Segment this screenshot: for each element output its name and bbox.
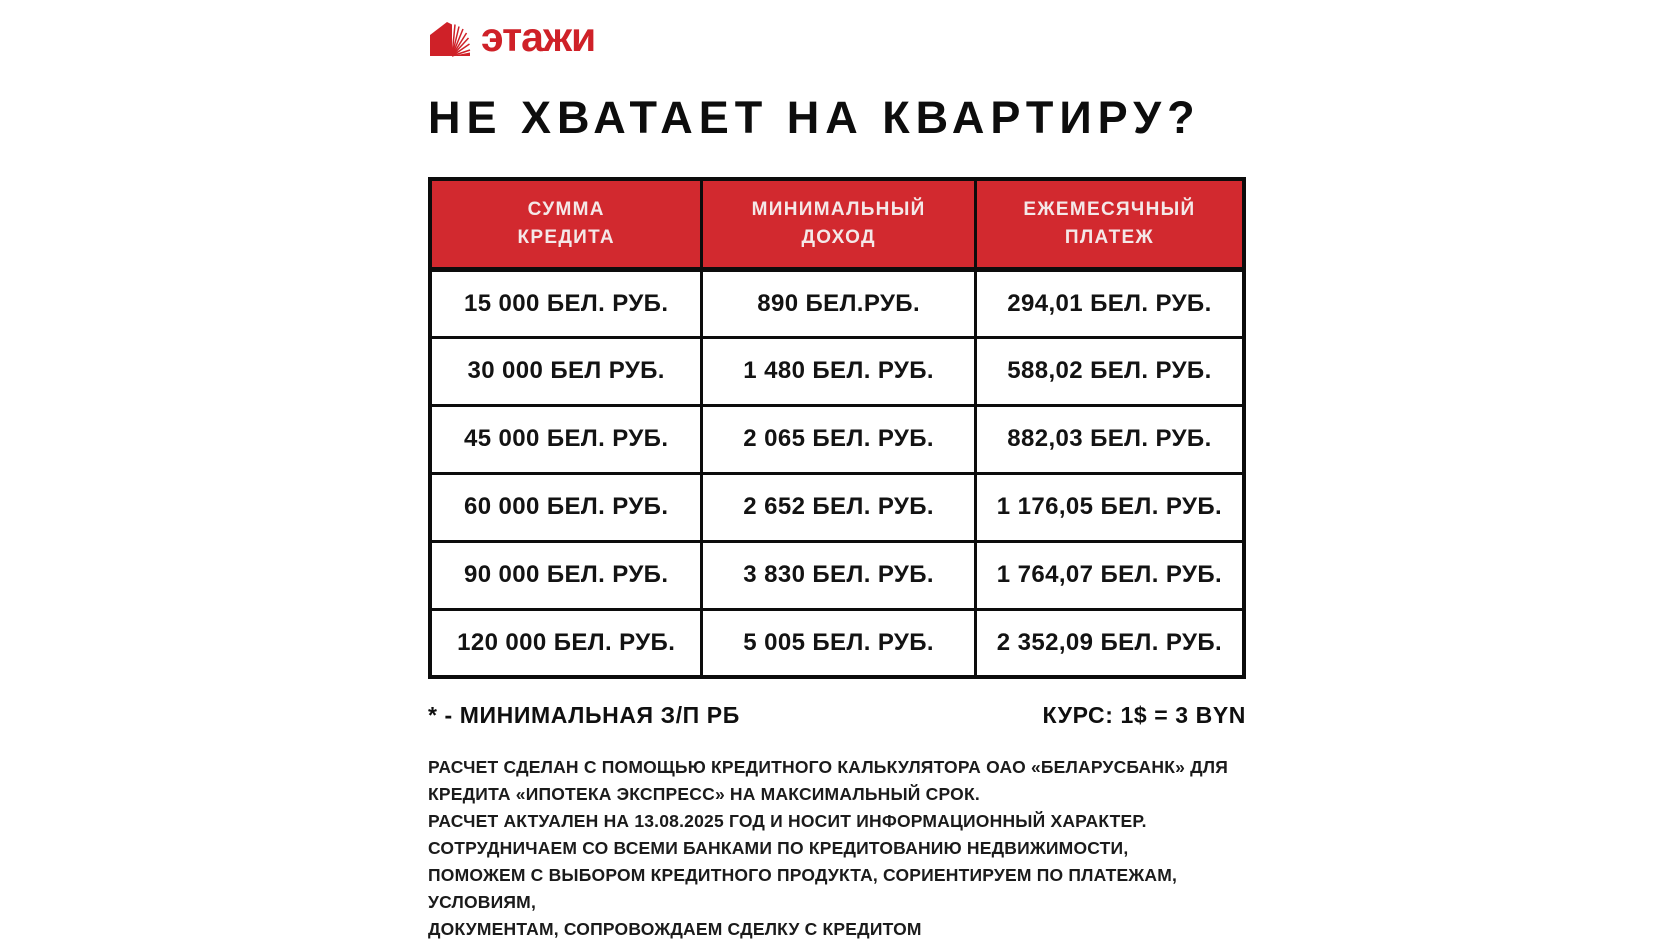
cell-monthly-payment: 1 176,05 БЕЛ. РУБ. bbox=[973, 471, 1246, 543]
page-title: НЕ ХВАТАЕТ НА КВАРТИРУ? bbox=[428, 92, 1201, 143]
cell-monthly-payment: 882,03 БЕЛ. РУБ. bbox=[973, 403, 1246, 475]
table-row: 30 000 БЕЛ РУБ. 1 480 БЕЛ. РУБ. 588,02 Б… bbox=[428, 335, 1246, 407]
header-min-income: МИНИМАЛЬНЫЙ ДОХОД bbox=[700, 177, 977, 272]
cell-min-income: 2 652 БЕЛ. РУБ. bbox=[700, 471, 977, 543]
disclaimer-text: РАСЧЕТ СДЕЛАН С ПОМОЩЬЮ КРЕДИТНОГО КАЛЬК… bbox=[428, 757, 1228, 939]
cell-credit-sum: 60 000 БЕЛ. РУБ. bbox=[428, 471, 704, 543]
cell-credit-sum: 90 000 БЕЛ. РУБ. bbox=[428, 539, 704, 611]
cell-credit-sum: 120 000 БЕЛ. РУБ. bbox=[428, 607, 704, 679]
table-row: 60 000 БЕЛ. РУБ. 2 652 БЕЛ. РУБ. 1 176,0… bbox=[428, 471, 1246, 543]
cell-min-income: 2 065 БЕЛ. РУБ. bbox=[700, 403, 977, 475]
infographic: этажи НЕ ХВАТАЕТ НА КВАРТИРУ? СУММА КРЕД… bbox=[428, 0, 1246, 943]
cell-credit-sum: 30 000 БЕЛ РУБ. bbox=[428, 335, 704, 407]
table-header-row: СУММА КРЕДИТА МИНИМАЛЬНЫЙ ДОХОД ЕЖЕМЕСЯЧ… bbox=[428, 177, 1246, 272]
table-row: 90 000 БЕЛ. РУБ. 3 830 БЕЛ. РУБ. 1 764,0… bbox=[428, 539, 1246, 611]
footnote-min-salary: * - МИНИМАЛЬНАЯ З/П РБ bbox=[428, 702, 740, 728]
credit-table: СУММА КРЕДИТА МИНИМАЛЬНЫЙ ДОХОД ЕЖЕМЕСЯЧ… bbox=[428, 177, 1246, 679]
table-row: 45 000 БЕЛ. РУБ. 2 065 БЕЛ. РУБ. 882,03 … bbox=[428, 403, 1246, 475]
table-row: 15 000 БЕЛ. РУБ. 890 БЕЛ.РУБ. 294,01 БЕЛ… bbox=[428, 267, 1246, 339]
header-credit-sum: СУММА КРЕДИТА bbox=[428, 177, 704, 272]
footnote-row: * - МИНИМАЛЬНАЯ З/П РБ КУРС: 1$ = 3 BYN bbox=[428, 702, 1246, 729]
cell-monthly-payment: 294,01 БЕЛ. РУБ. bbox=[973, 267, 1246, 339]
cell-credit-sum: 15 000 БЕЛ. РУБ. bbox=[428, 267, 704, 339]
cell-monthly-payment: 1 764,07 БЕЛ. РУБ. bbox=[973, 539, 1246, 611]
cell-min-income: 890 БЕЛ.РУБ. bbox=[700, 267, 977, 339]
brand-logo-text: этажи bbox=[481, 13, 596, 60]
cell-monthly-payment: 588,02 БЕЛ. РУБ. bbox=[973, 335, 1246, 407]
cell-monthly-payment: 2 352,09 БЕЛ. РУБ. bbox=[973, 607, 1246, 679]
header-monthly-payment: ЕЖЕМЕСЯЧНЫЙ ПЛАТЕЖ bbox=[973, 177, 1246, 272]
brand-logo: этажи bbox=[428, 16, 1246, 62]
house-icon bbox=[428, 18, 472, 60]
cell-min-income: 5 005 БЕЛ. РУБ. bbox=[700, 607, 977, 679]
cell-min-income: 3 830 БЕЛ. РУБ. bbox=[700, 539, 977, 611]
cell-min-income: 1 480 БЕЛ. РУБ. bbox=[700, 335, 977, 407]
table-row: 120 000 БЕЛ. РУБ. 5 005 БЕЛ. РУБ. 2 352,… bbox=[428, 607, 1246, 679]
cell-credit-sum: 45 000 БЕЛ. РУБ. bbox=[428, 403, 704, 475]
footnote-exchange-rate: КУРС: 1$ = 3 BYN bbox=[1042, 702, 1246, 728]
